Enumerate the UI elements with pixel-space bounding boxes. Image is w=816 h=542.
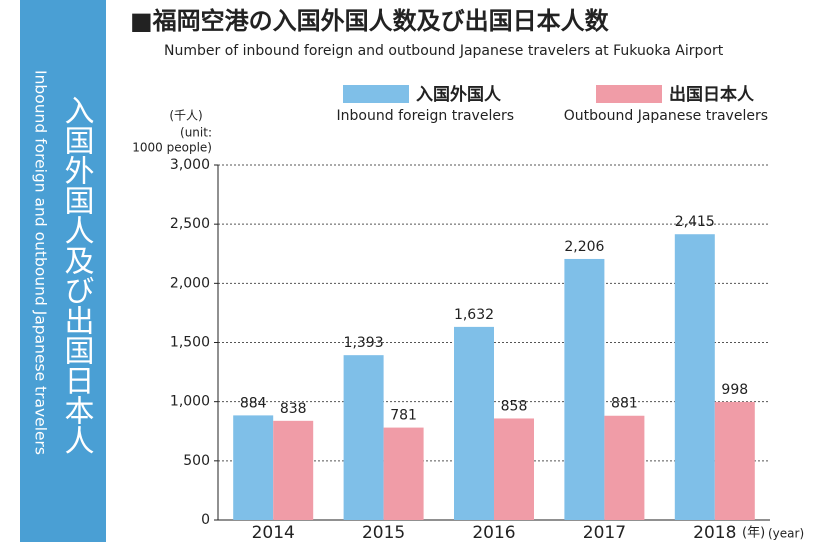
bar [714,401,755,520]
legend-swatch [596,85,662,103]
y-unit-label: (千人) [169,109,202,123]
value-label: 881 [611,396,638,412]
value-label: 1,393 [344,335,384,351]
side-title: 入国外国人及び出国日本人 [59,95,94,455]
y-tick-label: 2,500 [170,216,210,232]
legend-label: 入国外国人 [416,84,502,105]
value-label: 858 [501,398,528,414]
bar [674,234,715,520]
bar [273,420,314,520]
value-label: 2,206 [564,239,604,255]
y-tick-label: 500 [183,453,210,469]
y-unit-label-en: 1000 people) [132,141,212,155]
value-label: 884 [240,395,267,411]
value-label: 781 [390,408,417,424]
y-tick-label: 1,000 [170,394,210,410]
side-panel [20,0,106,542]
value-label: 1,632 [454,307,494,323]
x-unit-label: (年) [742,526,765,541]
value-label: 2,415 [675,214,715,230]
y-tick-label: 2,000 [170,275,210,291]
chart-subtitle: Number of inbound foreign and outbound J… [164,43,724,59]
bar [383,427,424,520]
value-label: 838 [280,401,307,417]
value-label: 998 [721,382,748,398]
bar [233,415,274,520]
bar [343,355,384,520]
legend-label-en: Inbound foreign travelers [337,108,514,124]
y-tick-label: 1,500 [170,335,210,351]
legend-swatch [343,85,409,103]
x-tick-label: 2016 [472,523,515,542]
x-unit-label-en: (year) [768,527,804,541]
x-tick-label: 2018 [693,523,736,542]
legend-label: 出国日本人 [669,84,755,105]
y-tick-label: 0 [201,512,210,528]
bar [604,415,645,520]
y-tick-label: 3,000 [170,157,210,173]
x-tick-label: 2017 [583,523,626,542]
x-tick-label: 2015 [362,523,405,542]
y-unit-label-en: (unit: [180,126,212,140]
bar [564,258,605,520]
bar [454,326,494,520]
chart-title: ■福岡空港の入国外国人数及び出国日本人数 [130,7,610,35]
legend-label-en: Outbound Japanese travelers [564,108,768,124]
bar [494,418,534,520]
side-subtitle: Inbound foreign and outbound Japanese tr… [32,70,50,455]
x-tick-label: 2014 [252,523,295,542]
